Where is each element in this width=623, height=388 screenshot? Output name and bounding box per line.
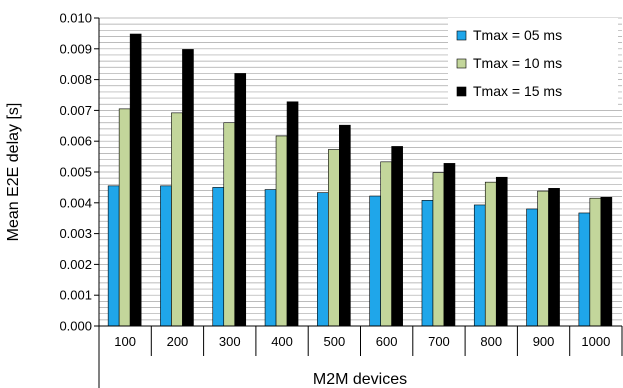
bar [182,49,194,327]
axes [94,17,623,388]
bar [369,195,381,327]
bar [160,185,172,327]
legend-label: Tmax = 10 ms [473,55,562,71]
x-axis-title: M2M devices [313,371,407,388]
legend-swatch [456,30,467,41]
x-tick-labels: 100 200 300 400 500 600 700 800 900 1000 [114,334,610,349]
bar [484,181,497,327]
bar [129,33,142,327]
legend: Tmax = 05 ms Tmax = 10 ms Tmax = 15 ms [448,18,618,108]
bar [473,204,486,327]
y-tick-labels: 0.000 0.001 0.002 0.003 0.004 0.005 0.006 0.007… [59,11,92,334]
x-tick-label: 900 [533,334,555,349]
legend-label: Tmax = 15 ms [473,83,562,99]
bar [107,185,120,327]
legend-swatch [456,86,467,97]
bar [526,208,538,327]
y-tick-label: 0.010 [59,11,92,26]
bar [171,112,183,327]
bar [223,122,236,327]
x-tick-label: 300 [219,334,241,349]
x-tick-label: 200 [167,334,189,349]
bar [391,146,403,327]
legend-item: Tmax = 05 ms [456,27,562,43]
legend-label: Tmax = 05 ms [473,27,562,43]
bar [432,172,445,327]
legend-item: Tmax = 10 ms [456,55,562,71]
y-tick-label: 0.006 [59,134,92,149]
bar [286,101,299,327]
bar [317,192,329,327]
bar [495,176,508,327]
bar [443,163,456,327]
x-tick-label: 1000 [581,334,610,349]
legend-item: Tmax = 15 ms [456,83,562,99]
bar [234,73,247,327]
y-axis-title: Mean E2E delay [s] [5,103,22,242]
bar [589,197,602,327]
x-tick-label: 800 [480,334,502,349]
y-tick-label: 0.003 [59,226,92,241]
bars [107,33,613,327]
bar [339,124,351,327]
x-tick-label: 500 [323,334,345,349]
y-tick-label: 0.002 [59,257,92,272]
x-tick-label: 400 [271,334,293,349]
y-tick-label: 0.005 [59,165,92,180]
y-tick-label: 0.009 [59,41,92,56]
bar [421,200,434,327]
bar [537,190,549,327]
x-tick-label: 700 [428,334,450,349]
y-tick-label: 0.008 [59,72,92,87]
bar [328,149,340,327]
x-tick-label: 100 [114,334,136,349]
legend-background [448,18,618,108]
bar [275,135,288,327]
y-tick-label: 0.001 [59,288,92,303]
x-tick-label: 600 [376,334,398,349]
y-tick-label: 0.007 [59,103,92,118]
y-tick-label: 0.004 [59,195,92,210]
bar [548,188,560,327]
legend-swatch [456,58,467,69]
bar [380,161,392,327]
bar [118,108,131,327]
bar [578,212,591,327]
bar [212,187,225,327]
y-tick-label: 0.000 [59,319,92,334]
bar [264,189,277,327]
bar [600,196,613,327]
